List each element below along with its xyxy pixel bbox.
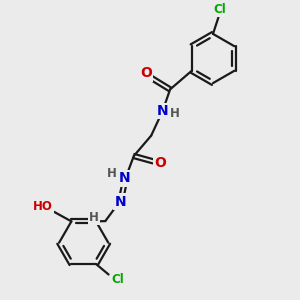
Text: O: O	[140, 67, 152, 80]
Text: N: N	[157, 104, 168, 118]
Text: N: N	[119, 172, 130, 185]
Text: H: H	[89, 211, 99, 224]
Text: O: O	[154, 156, 166, 170]
Text: HO: HO	[33, 200, 53, 214]
Text: Cl: Cl	[213, 3, 226, 16]
Text: Cl: Cl	[111, 273, 124, 286]
Text: N: N	[115, 195, 126, 208]
Text: H: H	[170, 107, 180, 120]
Text: H: H	[107, 167, 117, 180]
